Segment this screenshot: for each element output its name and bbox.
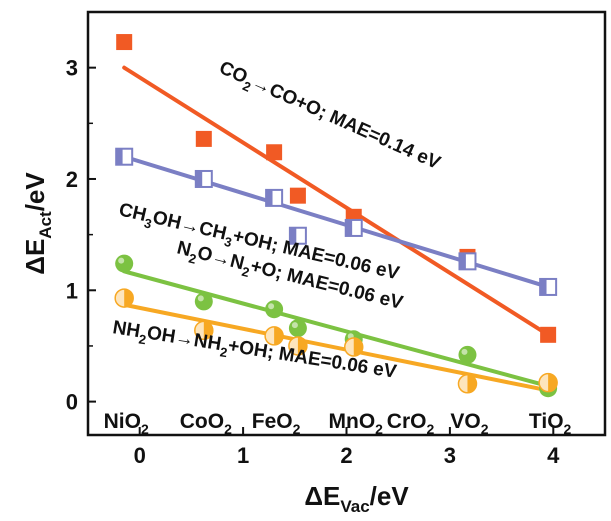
x-tick-label: 0 bbox=[134, 443, 146, 468]
data-point-co2 bbox=[116, 34, 133, 51]
y-tick-label: 0 bbox=[66, 390, 78, 415]
x-tick-label: 4 bbox=[547, 443, 560, 468]
data-point-nh2oh bbox=[538, 372, 558, 393]
marker-square bbox=[266, 144, 283, 161]
fit-line-nh2oh bbox=[122, 302, 551, 393]
data-point-nh2oh bbox=[343, 337, 364, 357]
data-point-nh2oh bbox=[288, 336, 308, 356]
marker-circle bbox=[115, 254, 134, 273]
y-tick-label: 2 bbox=[66, 167, 78, 192]
data-point-nh2oh bbox=[194, 320, 214, 341]
x-axis-label: ΔEVac/eV bbox=[304, 481, 409, 516]
data-point-nh2oh bbox=[114, 288, 134, 308]
data-point-ch3oh bbox=[344, 218, 363, 237]
data-point-n2o bbox=[458, 345, 477, 364]
data-point-ch3oh bbox=[194, 169, 213, 188]
x-tick-label: 2 bbox=[340, 443, 352, 468]
marker-highlight bbox=[197, 295, 204, 302]
x-tick-label: 3 bbox=[444, 443, 456, 468]
data-point-ch3oh bbox=[539, 277, 558, 296]
marker-circle-half bbox=[548, 373, 558, 392]
data-point-n2o bbox=[194, 292, 213, 311]
category-label: NiO2 bbox=[104, 410, 149, 437]
data-point-co2 bbox=[540, 326, 557, 343]
marker-highlight bbox=[118, 257, 125, 264]
marker-circle bbox=[458, 345, 477, 364]
x-tick-label: 1 bbox=[237, 443, 249, 468]
marker-circle-half bbox=[124, 289, 134, 308]
marker-circle-half bbox=[274, 326, 284, 345]
marker-square bbox=[195, 130, 212, 147]
marker-circle-half bbox=[297, 336, 307, 355]
marker-square-half bbox=[116, 148, 123, 165]
marker-circle bbox=[265, 300, 284, 319]
marker-square-half bbox=[289, 227, 297, 244]
y-axis-label: ΔEAct/eV bbox=[20, 172, 55, 275]
data-point-co2 bbox=[266, 144, 283, 161]
marker-square bbox=[289, 187, 306, 204]
marker-highlight bbox=[268, 303, 275, 310]
marker-circle-half bbox=[353, 338, 363, 357]
y-tick-label: 1 bbox=[66, 278, 78, 303]
data-point-ch3oh bbox=[458, 252, 477, 271]
marker-square-half bbox=[195, 170, 203, 187]
marker-circle bbox=[288, 319, 307, 338]
category-label: CoO2 bbox=[180, 410, 232, 437]
category-label: CrO2 bbox=[387, 410, 435, 437]
fit-line-co2 bbox=[122, 65, 551, 337]
fit-line-n2o bbox=[122, 269, 551, 389]
category-label: MnO2 bbox=[329, 410, 384, 437]
data-point-n2o bbox=[288, 319, 307, 338]
marker-square bbox=[540, 326, 557, 343]
category-label: TiO2 bbox=[529, 410, 572, 437]
marker-highlight bbox=[461, 348, 468, 355]
marker-circle-half bbox=[203, 321, 213, 340]
marker-square-half bbox=[459, 253, 466, 270]
data-point-co2 bbox=[195, 130, 212, 147]
marker-square-half bbox=[266, 189, 273, 206]
marker-highlight bbox=[291, 322, 298, 329]
marker-square-half bbox=[345, 219, 353, 236]
marker-circle bbox=[194, 292, 213, 311]
marker-circle-half bbox=[467, 374, 477, 393]
data-point-ch3oh bbox=[288, 226, 307, 245]
data-point-co2 bbox=[289, 187, 306, 204]
annotation-co2: CO2→CO+O; MAE=0.14 eV bbox=[214, 57, 443, 177]
marker-square bbox=[116, 34, 133, 51]
y-tick-label: 3 bbox=[66, 56, 78, 81]
data-point-nh2oh bbox=[457, 374, 478, 394]
data-point-ch3oh bbox=[115, 147, 134, 166]
data-point-nh2oh bbox=[264, 326, 284, 346]
category-label: FeO2 bbox=[252, 410, 301, 437]
category-label: VO2 bbox=[450, 410, 488, 437]
data-point-n2o bbox=[265, 300, 284, 319]
data-point-ch3oh bbox=[265, 188, 284, 207]
data-point-n2o bbox=[115, 254, 134, 273]
marker-square-half bbox=[540, 278, 547, 295]
